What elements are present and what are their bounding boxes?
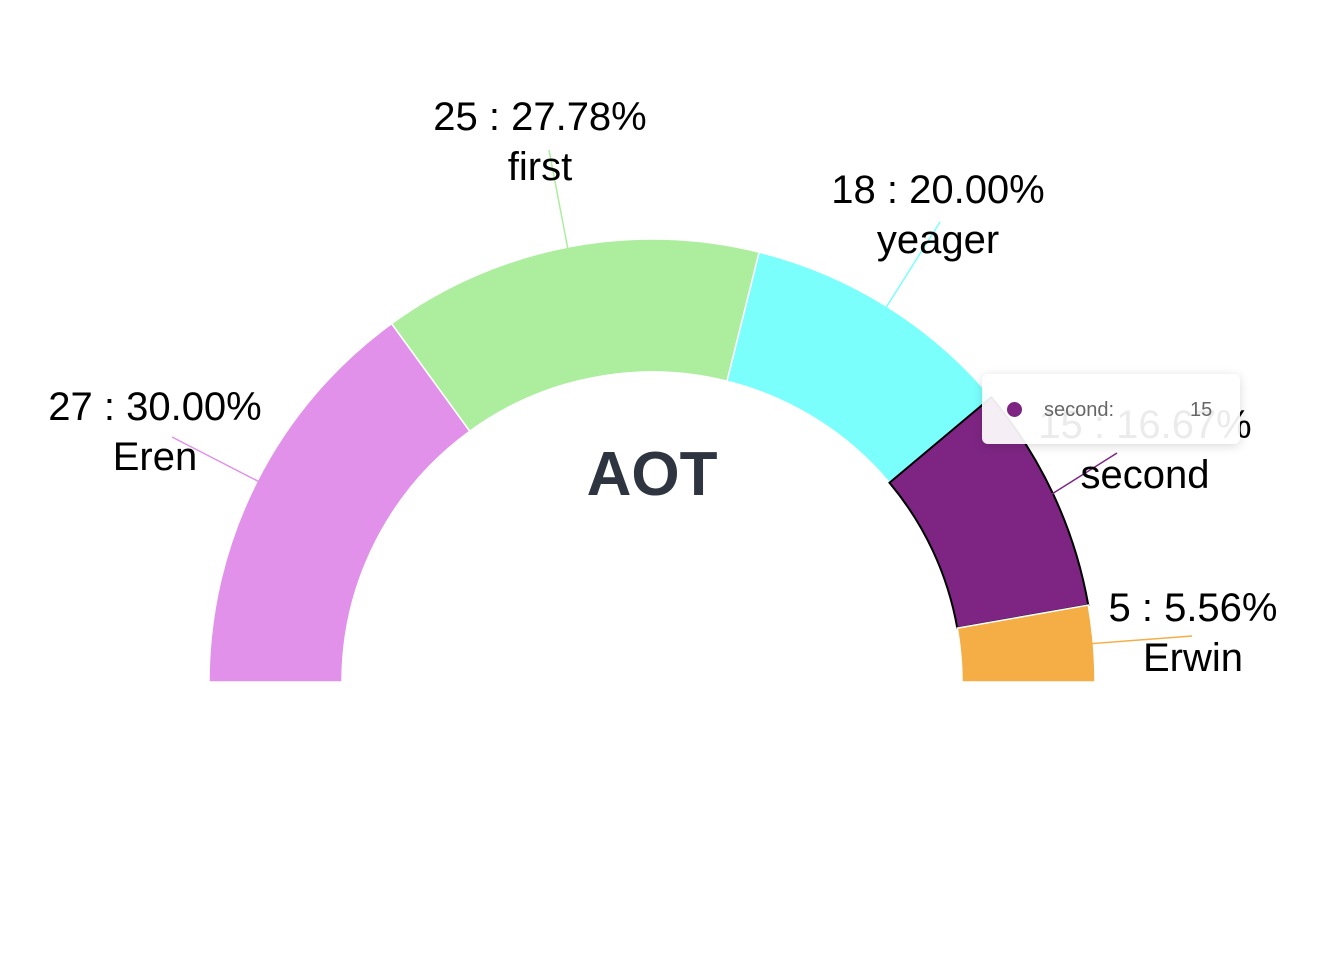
tooltip-color-dot — [1007, 402, 1022, 417]
data-label-first: 25 : 27.78% — [433, 95, 647, 139]
slice-name-label-eren: Eren — [113, 435, 198, 479]
slice-name-label-second: second — [1081, 453, 1210, 497]
chart-labels: 27 : 30.00% Eren 25 : 27.78% first 18 : 20.0… — [48, 95, 1277, 680]
slice-name-label-erwin: Erwin — [1143, 636, 1243, 680]
data-label-yeager: 18 : 20.00% — [831, 168, 1045, 212]
slice-name-label-first: first — [508, 145, 572, 189]
leader-line-eren — [171, 436, 269, 487]
chart-slices — [208, 238, 1096, 683]
data-label-erwin: 5 : 5.56% — [1108, 586, 1277, 630]
chart-tooltip: second: 15 — [982, 374, 1240, 444]
data-label-eren: 27 : 30.00% — [48, 385, 262, 429]
chart-leader-lines — [171, 149, 1193, 646]
slice-name-label-yeager: yeager — [877, 218, 999, 262]
leader-line-yeager — [879, 221, 941, 317]
slice-erwin[interactable] — [956, 604, 1096, 683]
leader-line-second — [1042, 452, 1118, 501]
leader-line-first — [548, 149, 571, 260]
center-title: AOT — [587, 440, 718, 509]
leader-line-erwin — [1081, 635, 1193, 646]
tooltip-value: 15 — [1190, 399, 1213, 421]
tooltip-series-name: second: — [1044, 399, 1115, 421]
